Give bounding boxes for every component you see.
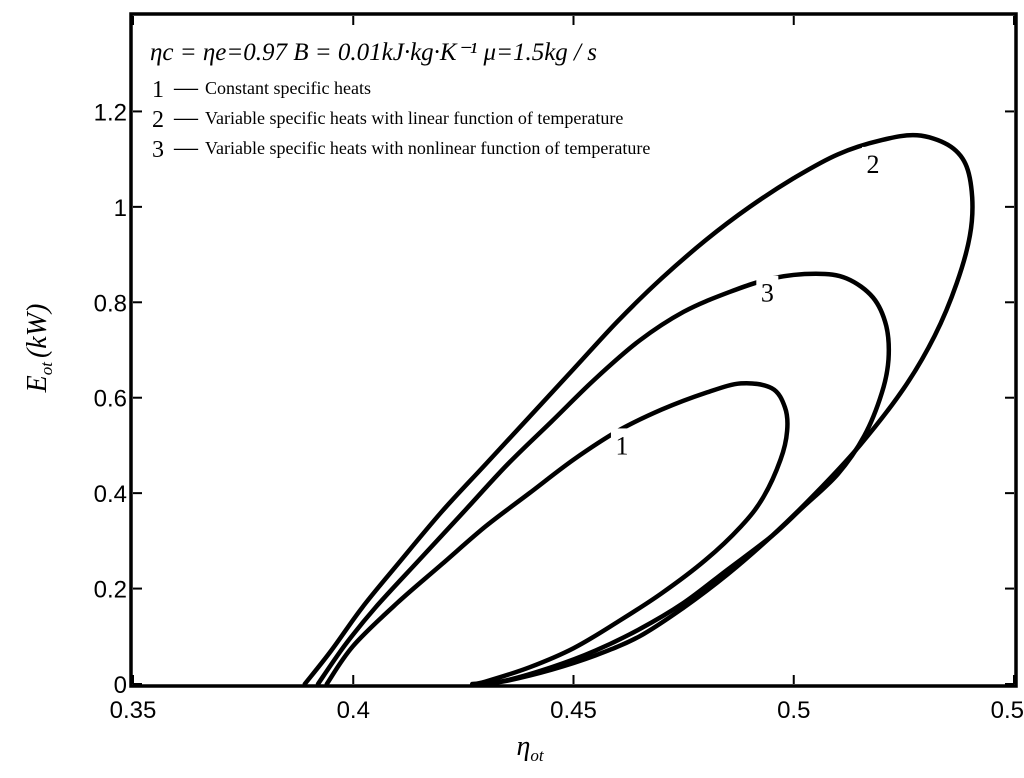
curve-labels: 1 2 3 bbox=[610, 146, 885, 460]
parameters-text: ηc = ηe=0.97 B = 0.01kJ·kg·K⁻¹ μ=1.5kg /… bbox=[150, 39, 597, 66]
ticks: 0.35 0.4 0.45 0.5 0.55 0 0.2 0.4 0.6 0.8 1 1.2 bbox=[94, 16, 1024, 724]
legend-dash: — bbox=[173, 135, 199, 161]
y-tick-label: 0.8 bbox=[94, 290, 127, 317]
curve-label-1: 1 bbox=[615, 431, 628, 460]
y-tick-label: 0.4 bbox=[94, 481, 127, 508]
x-tick-label: 0.4 bbox=[337, 697, 370, 724]
series-curve-3 bbox=[315, 271, 892, 687]
y-axis-label: Eot(kW) bbox=[22, 304, 56, 394]
plot-frame bbox=[129, 12, 1018, 688]
x-tick-label: 0.35 bbox=[110, 697, 157, 724]
legend-entry-text: Variable specific heats with linear func… bbox=[205, 108, 623, 128]
curve-label-3: 3 bbox=[761, 279, 774, 308]
legend-entry-text: Constant specific heats bbox=[205, 78, 371, 98]
curve-label-bg bbox=[756, 275, 779, 306]
y-tick-label: 0.6 bbox=[94, 386, 127, 413]
legend-dash: — bbox=[173, 105, 199, 131]
y-tick-label: 0.2 bbox=[94, 577, 127, 604]
curve-label-bg bbox=[862, 146, 885, 177]
curve-label-2: 2 bbox=[867, 150, 880, 179]
series-curve-2 bbox=[302, 132, 975, 687]
x-tick-label: 0.45 bbox=[550, 697, 597, 724]
x-axis-label: ηot bbox=[516, 731, 544, 765]
y-tick-label: 1 bbox=[114, 195, 127, 222]
curves bbox=[302, 132, 975, 687]
legend: 1 — Constant specific heats 2 — Variable spec… bbox=[152, 75, 650, 163]
legend-number: 3 bbox=[152, 137, 164, 163]
curve-label-bg bbox=[610, 428, 633, 459]
y-tick-label: 1.2 bbox=[94, 99, 127, 126]
x-tick-label: 0.5 bbox=[777, 697, 810, 724]
y-tick-label: 0 bbox=[114, 672, 127, 699]
x-tick-label: 0.55 bbox=[991, 697, 1024, 724]
legend-number: 2 bbox=[152, 107, 164, 133]
legend-entry-text: Variable specific heats with nonlinear f… bbox=[205, 138, 650, 158]
legend-dash: — bbox=[173, 75, 199, 101]
series-curve-1 bbox=[324, 380, 790, 687]
legend-number: 1 bbox=[152, 77, 164, 103]
